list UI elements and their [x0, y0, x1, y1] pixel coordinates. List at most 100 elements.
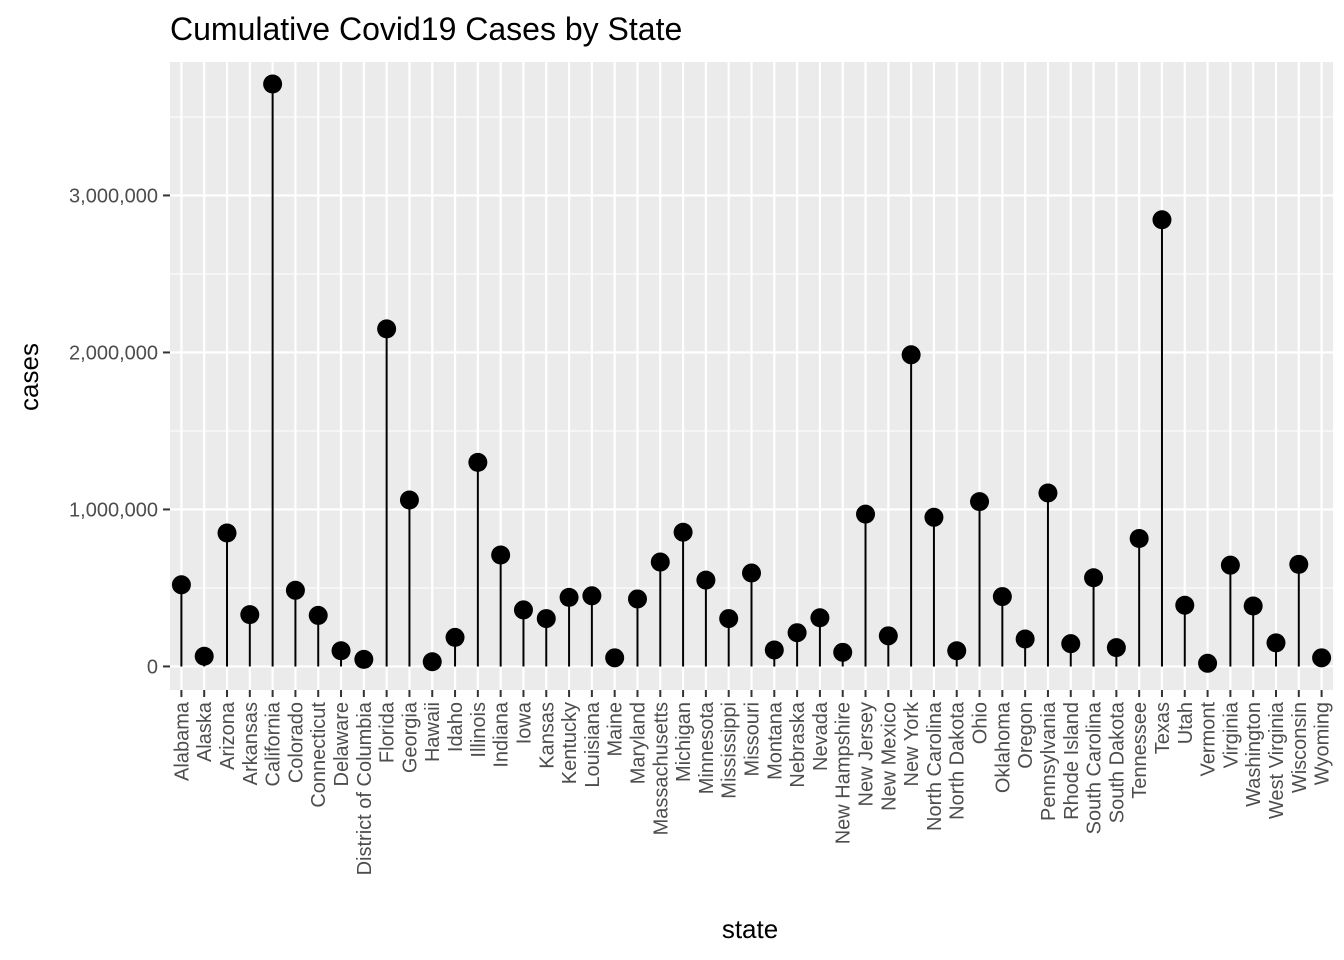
x-tick-label: Iowa [513, 701, 535, 744]
x-tick-label: Pennsylvania [1038, 701, 1060, 821]
lollipop-point [308, 605, 328, 625]
x-axis-title: state [722, 914, 778, 944]
lollipop-point [970, 492, 990, 512]
chart-title: Cumulative Covid19 Cases by State [170, 11, 682, 47]
x-tick-label: Connecticut [308, 702, 330, 808]
lollipop-point [263, 74, 283, 94]
x-tick-label: Nevada [810, 701, 832, 771]
x-tick-label: Georgia [399, 701, 421, 773]
x-tick-label: New Hampshire [833, 702, 855, 844]
lollipop-point [582, 586, 602, 606]
lollipop-point [217, 523, 237, 543]
x-tick-label: Louisiana [582, 701, 604, 788]
lollipop-point [1084, 568, 1104, 588]
lollipop-point [947, 641, 967, 661]
x-tick-label: Nebraska [787, 701, 809, 787]
x-tick-label: California [263, 701, 285, 786]
y-tick-label: 2,000,000 [69, 342, 158, 364]
lollipop-point [240, 605, 260, 625]
lollipop-point [924, 507, 944, 527]
x-tick-label: District of Columbia [354, 701, 376, 875]
lollipop-point [445, 627, 465, 647]
x-tick-label: South Dakota [1106, 701, 1128, 823]
x-tick-label: New Jersey [856, 702, 878, 806]
lollipop-point [1289, 554, 1309, 574]
lollipop-point [1198, 653, 1218, 673]
x-tick-label: Missouri [742, 702, 764, 776]
x-tick-label: Virginia [1220, 701, 1242, 768]
y-tick-label: 3,000,000 [69, 185, 158, 207]
x-tick-label: West Virginia [1266, 701, 1288, 819]
x-tick-label: Rhode Island [1061, 702, 1083, 820]
lollipop-point [422, 652, 442, 672]
x-tick-label: Kentucky [559, 702, 581, 784]
lollipop-point [354, 649, 374, 669]
lollipop-point [536, 609, 556, 629]
x-tick-label: Massachusetts [650, 702, 672, 835]
lollipop-point [901, 345, 921, 365]
lollipop-point [377, 319, 397, 339]
lollipop-point [650, 552, 670, 572]
x-tick-label: Utah [1175, 702, 1197, 744]
x-tick-label: Florida [377, 701, 399, 763]
x-tick-label: Delaware [331, 702, 353, 786]
x-tick-label: Hawaii [422, 702, 444, 762]
y-axis-title: cases [14, 343, 44, 411]
lollipop-point [468, 452, 488, 472]
lollipop-point [1061, 634, 1081, 654]
lollipop-point [742, 563, 761, 583]
y-tick-label: 0 [147, 656, 158, 678]
lollipop-point [1129, 528, 1149, 548]
x-tick-label: Alabama [171, 701, 193, 781]
x-tick-label: Idaho [445, 702, 467, 752]
x-tick-label: Oklahoma [992, 701, 1014, 793]
lollipop-point [627, 589, 647, 609]
x-tick-label: Tennessee [1129, 702, 1151, 799]
lollipop-point [1312, 648, 1332, 668]
lollipop-point [856, 504, 876, 524]
x-tick-label: Maryland [627, 702, 649, 784]
x-tick-label: North Dakota [947, 701, 969, 820]
x-tick-label: Minnesota [696, 701, 718, 794]
x-tick-label: South Carolina [1084, 701, 1106, 834]
lollipop-point [833, 642, 853, 662]
x-tick-label: Maine [605, 702, 627, 756]
lollipop-point [399, 490, 419, 510]
lollipop-point [673, 522, 693, 542]
lollipop-point [491, 545, 511, 565]
y-tick-label: 1,000,000 [69, 499, 158, 521]
lollipop-point [513, 600, 533, 620]
x-tick-label: New Mexico [878, 702, 900, 811]
lollipop-point [1266, 633, 1286, 653]
lollipop-point [1106, 638, 1126, 658]
x-tick-label: Washington [1243, 702, 1265, 807]
lollipop-point [764, 640, 784, 660]
lollipop-point [1038, 483, 1058, 503]
x-tick-label: Illinois [468, 702, 490, 758]
lollipop-point [559, 587, 579, 607]
x-tick-label: Colorado [285, 702, 307, 783]
lollipop-point [696, 570, 716, 590]
x-tick-label: Indiana [491, 701, 513, 767]
lollipop-point [171, 575, 191, 595]
x-tick-label: Arkansas [240, 702, 262, 785]
lollipop-point [1243, 596, 1263, 616]
lollipop-point [992, 587, 1012, 607]
x-tick-label: Wisconsin [1289, 702, 1311, 793]
x-tick-label: Arizona [217, 701, 239, 770]
x-tick-label: Ohio [970, 702, 992, 744]
lollipop-point [1220, 555, 1240, 575]
x-tick-label: New York [901, 701, 923, 786]
x-tick-label: Michigan [673, 702, 695, 782]
x-tick-label: North Carolina [924, 701, 946, 831]
lollipop-point [1015, 629, 1035, 649]
lollipop-point [719, 609, 739, 629]
x-tick-label: Montana [764, 701, 786, 780]
y-axis: 0 1,000,000 2,000,000 3,000,000 [69, 185, 170, 678]
lollipop-point [787, 623, 807, 643]
lollipop-point [878, 626, 898, 646]
x-tick-label: Wyoming [1312, 702, 1334, 785]
lollipop-point [331, 641, 351, 661]
x-tick-label: Oregon [1015, 702, 1037, 769]
lollipop-point [810, 608, 830, 628]
